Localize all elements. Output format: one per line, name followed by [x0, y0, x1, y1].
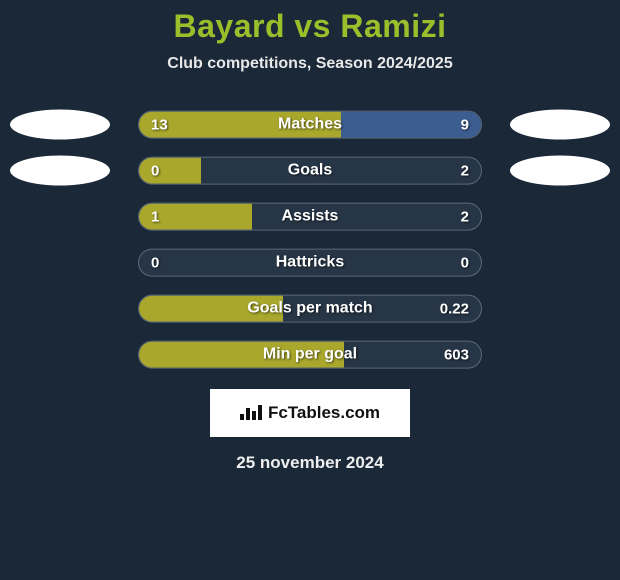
stat-value-right: 603 [444, 342, 469, 368]
stat-bar: Matches13 9 [138, 111, 482, 139]
page-title: Bayard vs Ramizi [0, 8, 620, 45]
stat-value-left: 0 [151, 158, 159, 184]
player-avatar-right [510, 110, 610, 140]
stat-value-left: 1 [151, 204, 159, 230]
player-avatar-left [10, 110, 110, 140]
stat-label: Hattricks [139, 250, 481, 276]
stat-row: Min per goal603 [0, 333, 620, 379]
stat-row: Goals per match0.22 [0, 287, 620, 333]
stat-bar: Min per goal603 [138, 341, 482, 369]
stat-label: Assists [139, 204, 481, 230]
stat-value-right: 2 [461, 158, 469, 184]
stat-value-right: 0.22 [440, 296, 469, 322]
stat-row: Goals0 2 [0, 149, 620, 195]
stat-row: Hattricks0 0 [0, 241, 620, 287]
stat-value-left: 13 [151, 112, 168, 138]
date-label: 25 november 2024 [0, 453, 620, 473]
stat-bar: Assists1 2 [138, 203, 482, 231]
stat-row: Matches13 9 [0, 103, 620, 149]
stat-label: Matches [139, 112, 481, 138]
player-avatar-left [10, 156, 110, 186]
stat-value-left: 0 [151, 250, 159, 276]
branding-badge: FcTables.com [210, 389, 410, 437]
stat-bar: Goals per match0.22 [138, 295, 482, 323]
stat-bar: Hattricks0 0 [138, 249, 482, 277]
comparison-card: Bayard vs Ramizi Club competitions, Seas… [0, 0, 620, 473]
stat-value-right: 2 [461, 204, 469, 230]
stat-value-right: 9 [461, 112, 469, 138]
stat-label: Min per goal [139, 342, 481, 368]
branding-text: FcTables.com [268, 403, 380, 423]
stats-list: Matches139Goals02Assists12Hattricks00Goa… [0, 103, 620, 379]
stat-row: Assists1 2 [0, 195, 620, 241]
chart-icon [240, 402, 262, 424]
subtitle: Club competitions, Season 2024/2025 [0, 55, 620, 73]
player-avatar-right [510, 156, 610, 186]
stat-value-right: 0 [461, 250, 469, 276]
stat-label: Goals per match [139, 296, 481, 322]
stat-bar: Goals0 2 [138, 157, 482, 185]
stat-label: Goals [139, 158, 481, 184]
